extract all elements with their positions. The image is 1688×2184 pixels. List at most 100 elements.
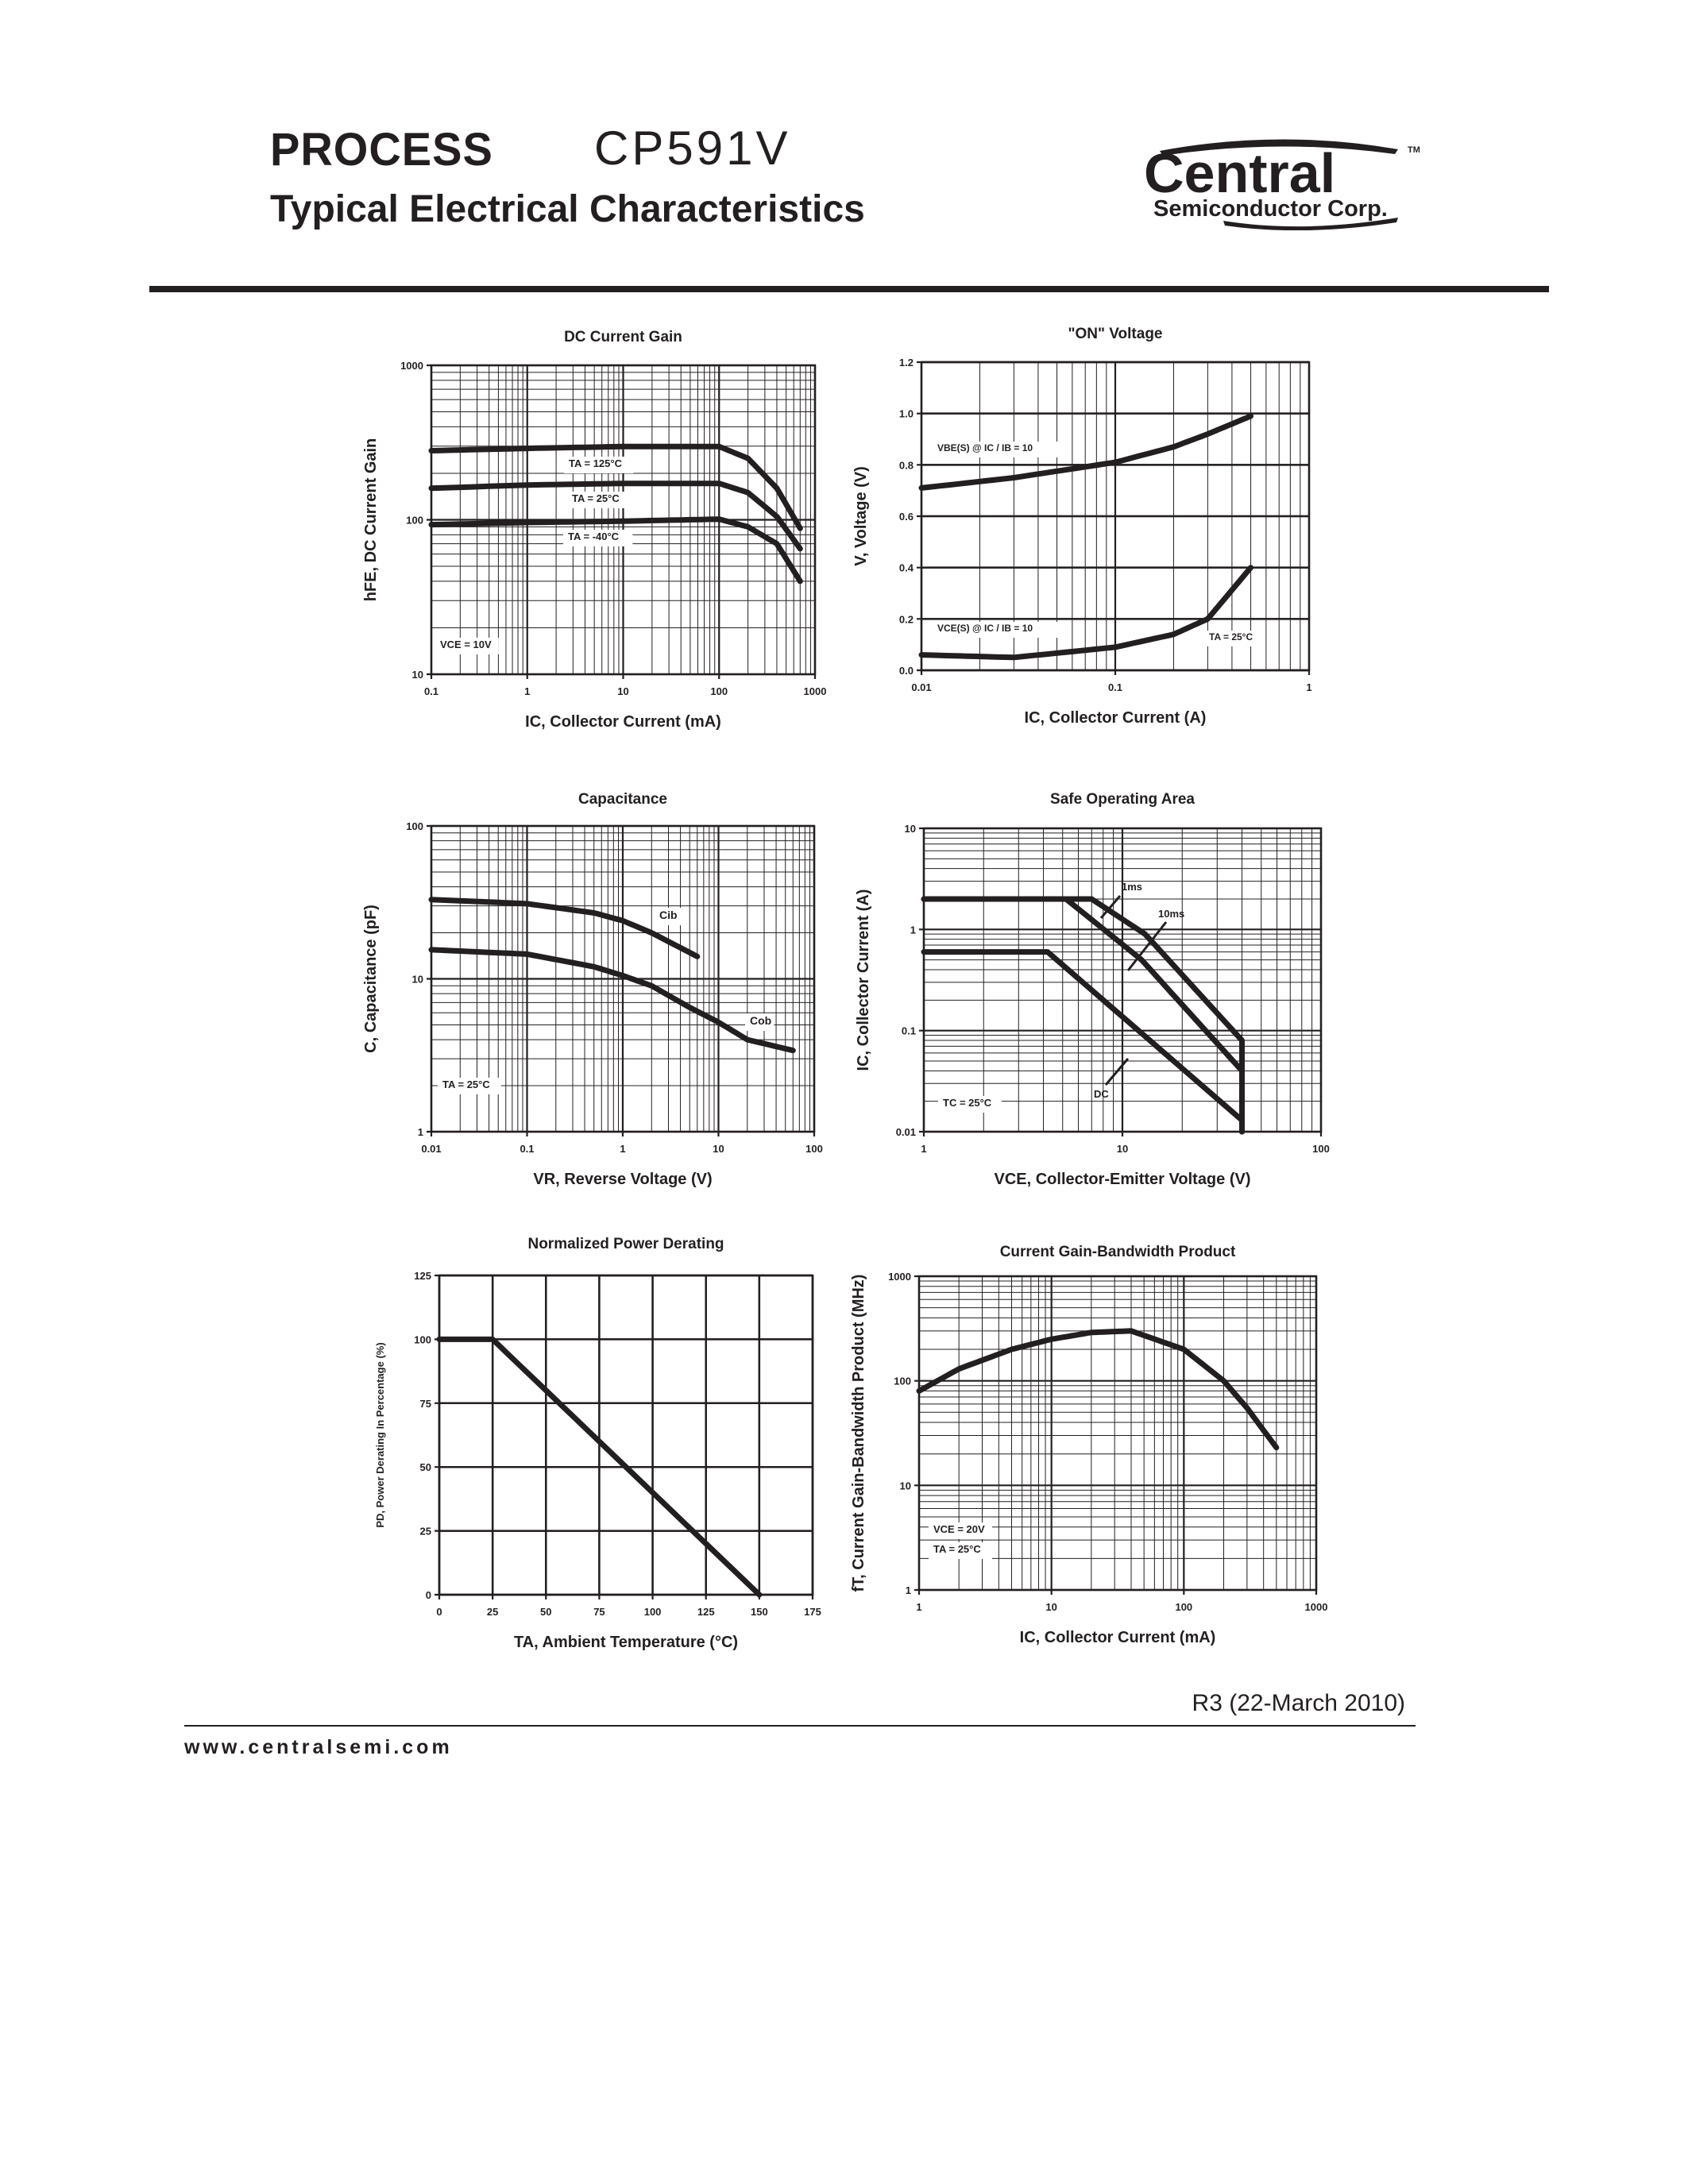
- svg-text:10ms: 10ms: [1158, 908, 1184, 920]
- svg-text:50: 50: [540, 1606, 551, 1618]
- chart-annotation: TA = 125°C: [569, 457, 623, 469]
- x-axis-label: VCE, Collector-Emitter Voltage (V): [994, 1171, 1250, 1188]
- chart-annotation: TA = -40°C: [568, 531, 620, 542]
- chart-annotation: VCE(S) @ IC / IB = 10: [937, 623, 1033, 634]
- chart-annotation: Cib: [659, 909, 678, 921]
- chart-annotation: TA = 25°C: [442, 1078, 490, 1090]
- website-link[interactable]: www.centralsemi.com: [184, 1736, 453, 1758]
- chart-title: Normalized Power Derating: [527, 1236, 724, 1252]
- svg-text:100: 100: [1312, 1143, 1330, 1155]
- x-axis-label: IC, Collector Current (mA): [525, 713, 721, 731]
- svg-text:0.01: 0.01: [896, 1126, 916, 1138]
- chart-title: Capacitance: [578, 791, 667, 808]
- series-line: [428, 443, 803, 531]
- chart-dc-current-gain: 0.1 1 10 100 1000 10 100 1000 DC Current Gain IC,…: [362, 329, 826, 731]
- header-divider: [149, 286, 1549, 292]
- company-logo: Central TM Semiconductor Corp.: [1128, 135, 1430, 231]
- svg-text:75: 75: [420, 1398, 431, 1410]
- chart-annotation: TC = 25°C: [943, 1097, 992, 1109]
- svg-text:100: 100: [644, 1606, 662, 1618]
- svg-text:1: 1: [418, 1126, 423, 1138]
- svg-text:0.1: 0.1: [902, 1025, 916, 1037]
- revision-label: R3 (22-March 2010): [1192, 1690, 1405, 1716]
- y-axis-label: C, Capacitance (pF): [362, 905, 380, 1053]
- svg-text:1: 1: [1306, 681, 1311, 693]
- chart-title: DC Current Gain: [564, 329, 682, 345]
- svg-text:10: 10: [412, 974, 423, 986]
- svg-text:10: 10: [905, 823, 916, 835]
- grid: [919, 827, 1323, 1136]
- chart-title: "ON" Voltage: [1068, 326, 1162, 342]
- svg-text:0: 0: [426, 1589, 431, 1601]
- x-axis-label: IC, Collector Current (A): [1025, 709, 1207, 727]
- series-line: [918, 413, 1253, 491]
- svg-text:0.0: 0.0: [899, 665, 914, 677]
- series-line: [428, 947, 796, 1054]
- series-line: [921, 949, 1245, 1135]
- svg-text:100: 100: [805, 1143, 823, 1155]
- series-line: [436, 1336, 763, 1598]
- svg-text:1.2: 1.2: [899, 357, 914, 369]
- y-axis-label: PD, Power Derating In Percentage (%): [374, 1342, 386, 1527]
- svg-text:0.1: 0.1: [1108, 681, 1122, 693]
- svg-text:1.0: 1.0: [899, 408, 914, 420]
- chart-gain-bandwidth: 1 10 100 1000 1 10 100 1000 Current Gain-Bandwid…: [850, 1244, 1327, 1646]
- chart-title: Current Gain-Bandwidth Product: [1000, 1244, 1236, 1260]
- svg-text:1: 1: [906, 1584, 911, 1596]
- chart-annotation: VCE = 10V: [440, 639, 492, 650]
- svg-text:0.1: 0.1: [424, 685, 438, 697]
- logo-tagline: Semiconductor Corp.: [1153, 196, 1388, 222]
- logo-tm: TM: [1408, 145, 1420, 155]
- svg-text:10: 10: [713, 1143, 724, 1155]
- logo-brand: Central: [1144, 142, 1335, 204]
- central-logo-icon: Central TM Semiconductor Corp.: [1144, 139, 1420, 231]
- chart-title: Safe Operating Area: [1050, 791, 1195, 808]
- series-line: [921, 896, 1245, 1135]
- chart-annotation: Cob: [750, 1014, 771, 1027]
- svg-text:0.8: 0.8: [899, 459, 914, 471]
- svg-text:100: 100: [1175, 1601, 1192, 1613]
- chart-on-voltage: 0.01 0.1 1 0.0 0.2 0.4 0.6 0.8 1.0 1.2 "ON" Voltag…: [852, 326, 1312, 727]
- svg-text:100: 100: [406, 515, 423, 527]
- x-axis-label: TA, Ambient Temperature (°C): [514, 1634, 738, 1651]
- process-label: PROCESS: [270, 122, 493, 176]
- y-axis-label: IC, Collector Current (A): [855, 889, 872, 1071]
- svg-text:1: 1: [921, 1143, 926, 1155]
- svg-text:100: 100: [406, 820, 423, 832]
- series-line: [918, 565, 1253, 661]
- series-line: [428, 516, 803, 585]
- svg-text:0: 0: [436, 1606, 442, 1618]
- svg-text:1000: 1000: [1305, 1601, 1328, 1613]
- svg-text:175: 175: [804, 1606, 821, 1618]
- svg-text:100: 100: [710, 685, 728, 697]
- series-line: [428, 480, 803, 552]
- chart-annotation: TA = 25°C: [572, 492, 620, 504]
- svg-text:1000: 1000: [888, 1271, 911, 1283]
- svg-text:1000: 1000: [400, 360, 423, 372]
- svg-text:1: 1: [524, 685, 530, 697]
- svg-text:10: 10: [1117, 1143, 1128, 1155]
- svg-text:10: 10: [617, 685, 628, 697]
- svg-text:75: 75: [593, 1606, 605, 1618]
- svg-text:125: 125: [697, 1606, 715, 1618]
- svg-text:0.2: 0.2: [899, 613, 914, 625]
- svg-text:10: 10: [1045, 1601, 1056, 1613]
- chart-annotation: VBE(S) @ IC / IB = 10: [937, 442, 1033, 453]
- part-number: CP591V: [594, 122, 791, 175]
- chart-annotation: VCE = 20V: [933, 1523, 985, 1535]
- svg-text:25: 25: [487, 1606, 498, 1618]
- series-line: [916, 1328, 1280, 1451]
- svg-text:0.01: 0.01: [911, 681, 931, 693]
- chart-capacitance: 0.01 0.1 1 10 100 1 10 100 Capacitance VR, Revers…: [362, 791, 823, 1188]
- svg-text:125: 125: [414, 1270, 431, 1282]
- chart-power-derating: 0 25 50 75 100 125 150 175 0 25 50 75 100 125 Normaliz…: [374, 1236, 821, 1651]
- svg-text:1: 1: [620, 1143, 625, 1155]
- grid: [435, 1274, 814, 1599]
- svg-text:100: 100: [894, 1376, 911, 1387]
- svg-text:0.4: 0.4: [899, 562, 914, 574]
- y-axis-label: fT, Current Gain-Bandwidth Product (MHz): [850, 1275, 867, 1592]
- y-axis-label: V, Voltage (V): [852, 466, 870, 566]
- x-axis-label: IC, Collector Current (mA): [1020, 1629, 1216, 1646]
- page-subtitle: Typical Electrical Characteristics: [270, 188, 865, 230]
